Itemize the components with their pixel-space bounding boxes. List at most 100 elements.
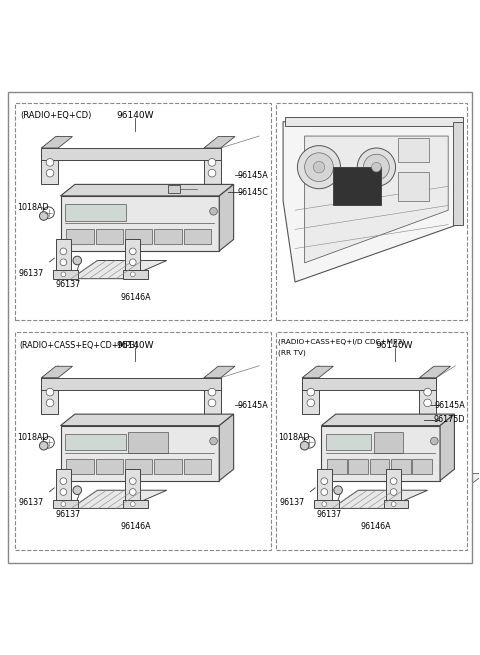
Text: 1018AD: 1018AD <box>17 433 49 442</box>
Circle shape <box>307 399 315 407</box>
Circle shape <box>208 159 216 166</box>
Polygon shape <box>322 426 440 481</box>
Bar <box>298 361 456 524</box>
Text: 96146A: 96146A <box>120 522 151 531</box>
Circle shape <box>390 489 397 495</box>
Text: 96140W: 96140W <box>376 341 413 350</box>
Polygon shape <box>53 270 78 278</box>
Bar <box>36 361 259 524</box>
Text: 96146A: 96146A <box>360 522 391 531</box>
Circle shape <box>305 153 333 181</box>
Bar <box>184 229 211 244</box>
Circle shape <box>357 148 396 186</box>
Polygon shape <box>60 426 219 481</box>
Circle shape <box>334 486 342 495</box>
Polygon shape <box>305 136 448 263</box>
Circle shape <box>424 388 432 396</box>
Circle shape <box>424 399 432 407</box>
Bar <box>155 229 182 244</box>
Polygon shape <box>125 239 141 270</box>
Polygon shape <box>60 414 234 426</box>
Circle shape <box>300 441 309 450</box>
Polygon shape <box>307 474 480 493</box>
Text: 1018AD: 1018AD <box>278 433 310 442</box>
Circle shape <box>60 489 67 495</box>
Circle shape <box>208 170 216 177</box>
Text: 96140W: 96140W <box>117 341 154 350</box>
Bar <box>391 458 410 474</box>
Polygon shape <box>440 414 455 481</box>
Circle shape <box>130 259 136 266</box>
Bar <box>155 458 182 474</box>
Circle shape <box>307 388 315 396</box>
Bar <box>125 458 153 474</box>
Polygon shape <box>56 469 71 500</box>
Bar <box>65 434 126 451</box>
Circle shape <box>391 502 396 506</box>
Circle shape <box>46 399 54 407</box>
Circle shape <box>131 272 135 277</box>
Circle shape <box>130 248 136 255</box>
Bar <box>412 458 432 474</box>
Polygon shape <box>71 261 167 278</box>
Bar <box>398 138 429 162</box>
Circle shape <box>210 208 217 215</box>
Polygon shape <box>56 239 71 270</box>
Bar <box>348 458 368 474</box>
Polygon shape <box>332 490 428 508</box>
Text: (RADIO+CASS+EQ+I/D CDC+MP3): (RADIO+CASS+EQ+I/D CDC+MP3) <box>278 339 405 345</box>
Circle shape <box>46 159 54 166</box>
Bar <box>66 229 94 244</box>
Circle shape <box>321 489 327 495</box>
Polygon shape <box>204 136 235 148</box>
Polygon shape <box>53 500 78 508</box>
Circle shape <box>60 259 67 266</box>
Bar <box>326 434 371 451</box>
Polygon shape <box>322 414 455 426</box>
Text: (RADIO+EQ+CD): (RADIO+EQ+CD) <box>20 111 91 120</box>
Text: 96137: 96137 <box>19 498 44 508</box>
Text: (RR TV): (RR TV) <box>278 350 306 356</box>
Circle shape <box>61 272 66 277</box>
Circle shape <box>43 207 54 218</box>
Polygon shape <box>60 196 219 251</box>
Text: (RADIO+CASS+EQ+CD+MP3): (RADIO+CASS+EQ+CD+MP3) <box>20 341 139 350</box>
Circle shape <box>210 437 217 445</box>
Circle shape <box>43 437 54 448</box>
Polygon shape <box>333 167 381 206</box>
Circle shape <box>130 489 136 495</box>
Polygon shape <box>317 469 332 500</box>
Bar <box>96 229 123 244</box>
Bar <box>276 103 468 320</box>
Polygon shape <box>302 366 333 378</box>
Polygon shape <box>123 270 148 278</box>
Circle shape <box>46 388 54 396</box>
Circle shape <box>39 441 48 450</box>
Polygon shape <box>46 474 265 493</box>
Bar <box>15 103 271 320</box>
Polygon shape <box>420 366 451 378</box>
Polygon shape <box>41 366 72 378</box>
Circle shape <box>208 399 216 407</box>
Bar <box>370 458 389 474</box>
Circle shape <box>322 502 326 506</box>
Polygon shape <box>60 185 234 196</box>
Polygon shape <box>41 148 58 184</box>
Text: 96137: 96137 <box>56 510 81 519</box>
Bar <box>15 332 271 550</box>
Polygon shape <box>41 148 221 160</box>
Polygon shape <box>204 378 221 414</box>
Text: 96137: 96137 <box>317 510 342 519</box>
Circle shape <box>372 162 381 172</box>
Bar <box>36 131 259 294</box>
Circle shape <box>313 161 324 173</box>
Bar <box>327 458 347 474</box>
Circle shape <box>73 256 82 265</box>
Circle shape <box>431 437 438 445</box>
Text: 96137: 96137 <box>56 280 81 289</box>
Circle shape <box>61 502 66 506</box>
Circle shape <box>304 437 315 448</box>
Polygon shape <box>41 136 72 148</box>
Text: 96145A: 96145A <box>238 401 269 409</box>
Circle shape <box>363 154 389 180</box>
